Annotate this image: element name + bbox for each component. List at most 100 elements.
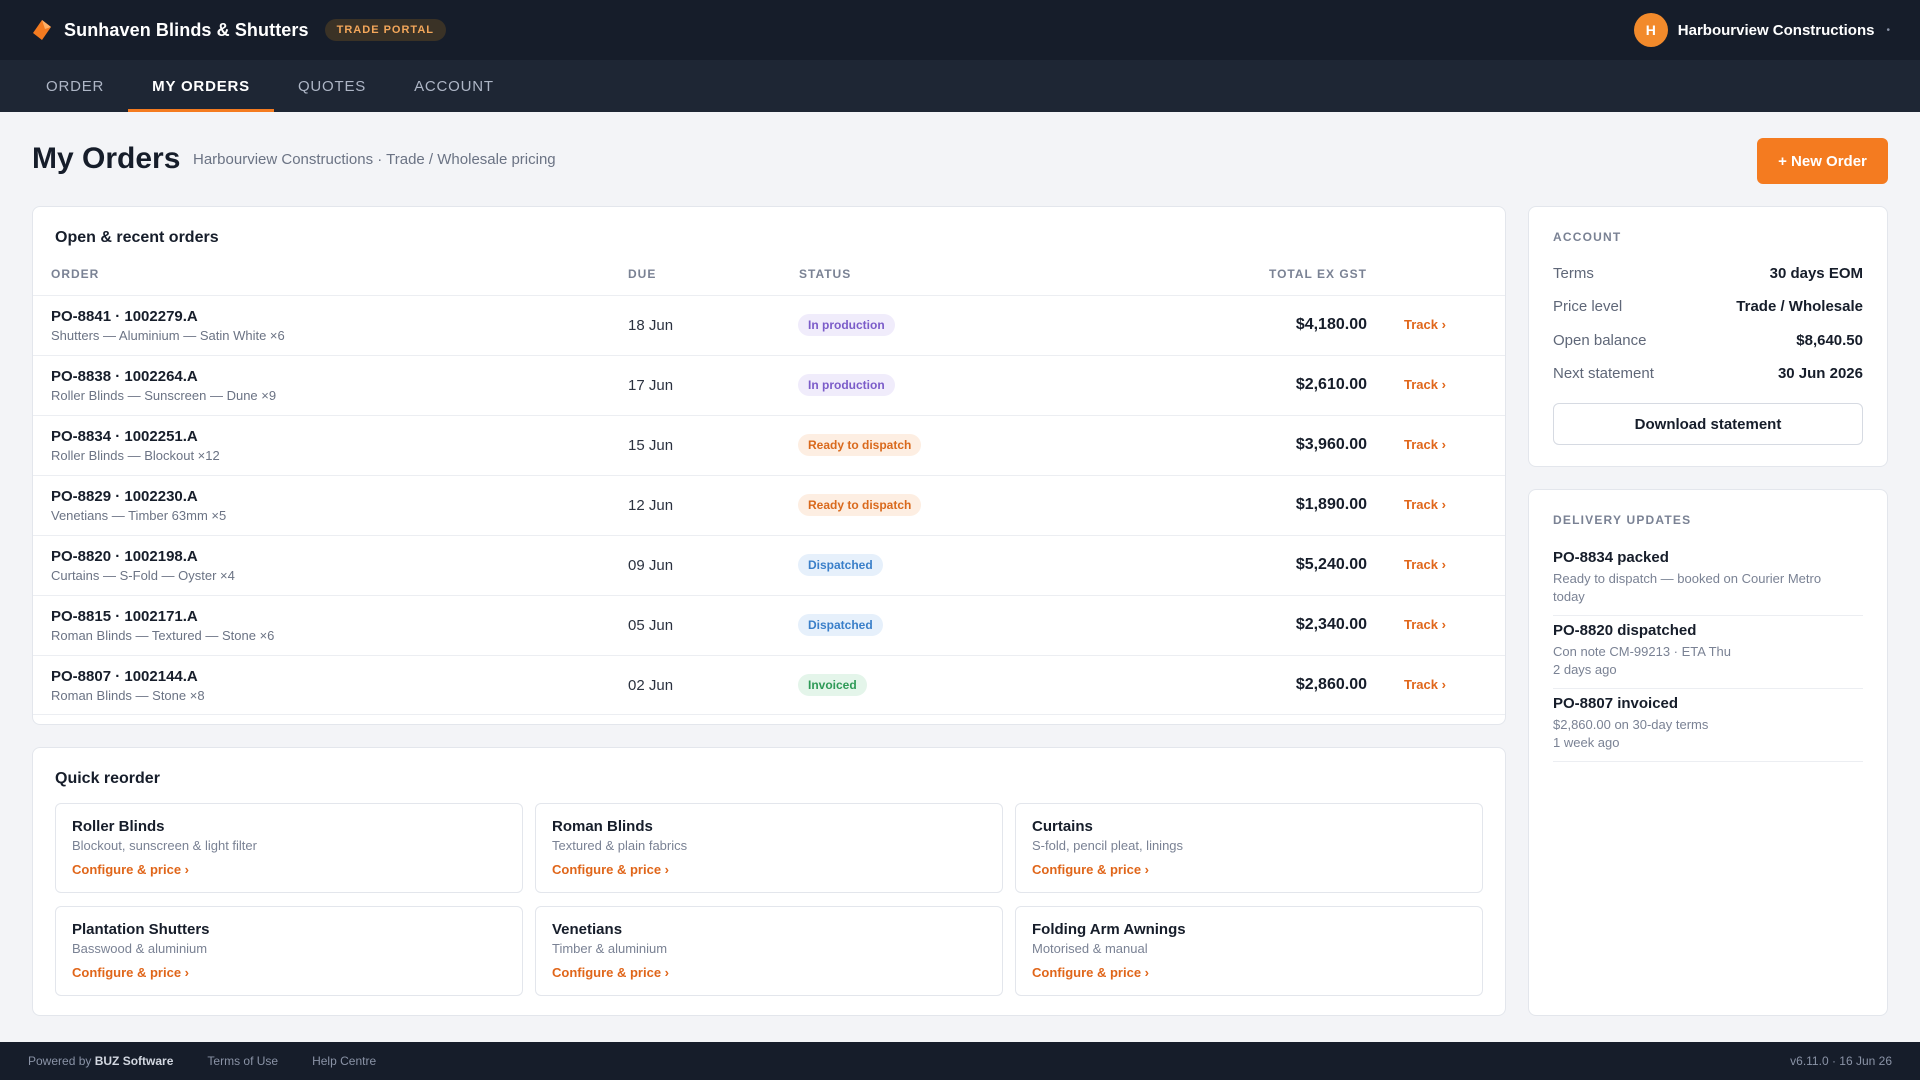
status-badge: Ready to dispatch	[798, 434, 922, 456]
main-nav: ORDER MY ORDERS QUOTES ACCOUNT	[0, 60, 1920, 112]
order-total: $3,960.00	[1295, 436, 1367, 453]
order-due-date: 18 Jun	[628, 317, 674, 334]
order-id: PO-8838 · 1002264.A	[51, 368, 198, 385]
track-link[interactable]: Track ›	[1404, 377, 1446, 392]
table-row[interactable]: PO-8838 · 1002264.A Roller Blinds — Suns…	[33, 355, 1505, 415]
app-version: v6.11.0 · 16 Jun 26	[1790, 1054, 1892, 1068]
powered-by: Powered by BUZ Software	[28, 1054, 174, 1068]
table-row[interactable]: PO-8841 · 1002279.A Shutters — Aluminium…	[33, 295, 1505, 355]
order-description: Roman Blinds — Stone ×8	[51, 688, 205, 703]
order-description: Roller Blinds — Blockout ×12	[51, 448, 220, 463]
reorder-tile-roller-blinds[interactable]: Roller Blinds Blockout, sunscreen & ligh…	[55, 803, 523, 893]
footer: Powered by BUZ Software Terms of Use Hel…	[0, 1042, 1920, 1080]
tile-name: Roller Blinds	[72, 818, 165, 835]
tile-description: Textured & plain fabrics	[552, 838, 688, 853]
reorder-tile-plantation-shutters[interactable]: Plantation Shutters Basswood & aluminium…	[55, 906, 523, 996]
table-row[interactable]: PO-8820 · 1002198.A Curtains — S-Fold — …	[33, 535, 1505, 595]
tab-my-orders[interactable]: MY ORDERS	[128, 60, 274, 112]
table-row[interactable]: PO-8829 · 1002230.A Venetians — Timber 6…	[33, 475, 1505, 535]
track-link[interactable]: Track ›	[1404, 617, 1446, 632]
track-link[interactable]: Track ›	[1404, 677, 1446, 692]
order-description: Venetians — Timber 63mm ×5	[51, 508, 227, 523]
delivery-update-item[interactable]: PO-8807 invoiced $2,860.00 on 30-day ter…	[1553, 695, 1863, 762]
orders-card: Open & recent orders ORDER DUE STATUS TO…	[32, 206, 1506, 725]
orders-card-title: Open & recent orders	[55, 229, 219, 246]
table-row[interactable]: PO-8815 · 1002171.A Roman Blinds — Textu…	[33, 595, 1505, 655]
track-link[interactable]: Track ›	[1404, 317, 1446, 332]
account-value: $8,640.50	[1796, 332, 1863, 349]
order-total: $1,890.00	[1295, 496, 1367, 513]
order-description: Roman Blinds — Textured — Stone ×6	[51, 628, 275, 643]
chevron-down-icon[interactable]: •	[1886, 24, 1890, 36]
tile-description: Basswood & aluminium	[72, 941, 208, 956]
track-link[interactable]: Track ›	[1404, 557, 1446, 572]
tab-order[interactable]: ORDER	[46, 77, 105, 95]
powered-by-brand[interactable]: BUZ Software	[94, 1054, 174, 1068]
configure-price-link[interactable]: Configure & price ›	[72, 862, 190, 877]
configure-price-link[interactable]: Configure & price ›	[552, 965, 670, 980]
configure-price-link[interactable]: Configure & price ›	[552, 862, 670, 877]
brand-name[interactable]: Sunhaven Blinds & Shutters	[64, 19, 309, 40]
order-id: PO-8820 · 1002198.A	[51, 548, 198, 565]
reorder-tile-venetians[interactable]: Venetians Timber & aluminium Configure &…	[535, 906, 1003, 996]
order-total: $2,610.00	[1295, 376, 1367, 393]
track-link[interactable]: Track ›	[1404, 497, 1446, 512]
table-row[interactable]: PO-8807 · 1002144.A Roman Blinds — Stone…	[33, 655, 1505, 715]
tile-description: Timber & aluminium	[552, 941, 668, 956]
order-total: $2,860.00	[1295, 676, 1367, 693]
update-time: today	[1553, 589, 1585, 604]
configure-price-link[interactable]: Configure & price ›	[1032, 862, 1150, 877]
account-value: 30 Jun 2026	[1777, 365, 1863, 382]
delivery-update-item[interactable]: PO-8834 packed Ready to dispatch — booke…	[1553, 549, 1863, 616]
tile-name: Roman Blinds	[552, 818, 653, 835]
table-row[interactable]: PO-8834 · 1002251.A Roller Blinds — Bloc…	[33, 415, 1505, 475]
delivery-updates-card: DELIVERY UPDATES PO-8834 packed Ready to…	[1528, 489, 1888, 1016]
page-subtitle: Harbourview Constructions · Trade / Whol…	[193, 151, 556, 168]
status-badge: Dispatched	[798, 554, 883, 576]
user-name[interactable]: Harbourview Constructions	[1677, 21, 1875, 39]
account-value: Trade / Wholesale	[1736, 298, 1863, 315]
order-id: PO-8841 · 1002279.A	[51, 308, 198, 325]
download-statement-button[interactable]: Download statement	[1553, 403, 1863, 445]
terms-of-use-link[interactable]: Terms of Use	[207, 1054, 279, 1068]
update-description: $2,860.00 on 30-day terms 1 week ago	[1553, 717, 1709, 750]
tile-name: Venetians	[552, 921, 623, 938]
reorder-tile-folding-arm-awnings[interactable]: Folding Arm Awnings Motorised & manual C…	[1015, 906, 1483, 996]
track-link[interactable]: Track ›	[1404, 437, 1446, 452]
status-badge: In production	[798, 314, 895, 336]
tab-quotes[interactable]: QUOTES	[297, 77, 367, 95]
update-time: 2 days ago	[1553, 662, 1617, 677]
column-header-status: STATUS	[799, 267, 852, 281]
order-description: Shutters — Aluminium — Satin White ×6	[51, 328, 285, 343]
tab-account[interactable]: ACCOUNT	[414, 77, 494, 95]
account-terms: Terms 30 days EOM	[1553, 265, 1863, 285]
update-description: Ready to dispatch — booked on Courier Me…	[1553, 571, 1822, 604]
configure-price-link[interactable]: Configure & price ›	[1032, 965, 1150, 980]
update-title: PO-8807 invoiced	[1553, 695, 1679, 712]
order-id: PO-8834 · 1002251.A	[51, 428, 198, 445]
status-badge: Invoiced	[798, 674, 867, 696]
configure-price-link[interactable]: Configure & price ›	[72, 965, 190, 980]
account-value: 30 days EOM	[1769, 265, 1863, 282]
avatar[interactable]: H	[1633, 13, 1668, 47]
new-order-button[interactable]: + New Order	[1757, 138, 1888, 184]
order-id: PO-8807 · 1002144.A	[51, 668, 198, 685]
column-header-order: ORDER	[51, 267, 100, 281]
account-next-statement: Next statement 30 Jun 2026	[1553, 365, 1863, 385]
order-due-date: 09 Jun	[628, 557, 674, 574]
order-total: $4,180.00	[1295, 316, 1367, 333]
user-menu[interactable]: H Harbourview Constructions •	[1633, 13, 1890, 47]
portal-badge: TRADE PORTAL	[324, 19, 446, 41]
column-header-due: DUE	[628, 267, 657, 281]
quick-reorder-title: Quick reorder	[55, 770, 160, 787]
status-badge: Dispatched	[798, 614, 883, 636]
reorder-tile-curtains[interactable]: Curtains S-fold, pencil pleat, linings C…	[1015, 803, 1483, 893]
column-header-total: TOTAL EX GST	[1268, 267, 1367, 281]
account-key: Open balance	[1553, 332, 1647, 349]
reorder-tile-roman-blinds[interactable]: Roman Blinds Textured & plain fabrics Co…	[535, 803, 1003, 893]
delivery-update-item[interactable]: PO-8820 dispatched Con note CM-99213 · E…	[1553, 622, 1863, 689]
tile-description: S-fold, pencil pleat, linings	[1032, 838, 1184, 853]
update-time: 1 week ago	[1553, 735, 1620, 750]
tile-name: Folding Arm Awnings	[1032, 921, 1186, 938]
help-centre-link[interactable]: Help Centre	[312, 1054, 377, 1068]
